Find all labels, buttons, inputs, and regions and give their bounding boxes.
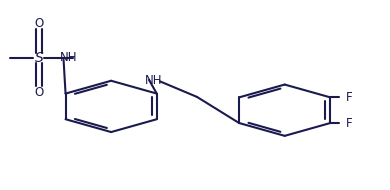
- Text: F: F: [346, 116, 353, 130]
- Text: O: O: [34, 86, 44, 99]
- Text: O: O: [34, 17, 44, 30]
- Text: S: S: [35, 51, 43, 65]
- Text: NH: NH: [145, 74, 163, 87]
- Text: NH: NH: [60, 51, 77, 64]
- Text: F: F: [346, 91, 353, 104]
